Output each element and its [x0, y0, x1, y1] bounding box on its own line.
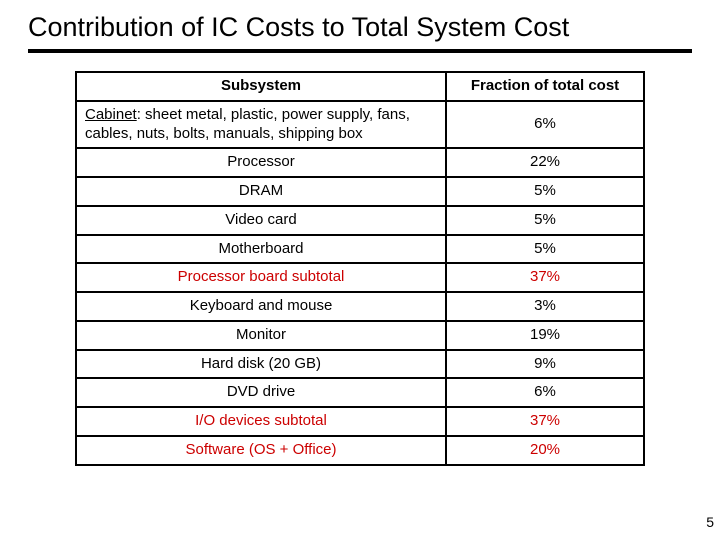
- header-fraction: Fraction of total cost: [446, 72, 644, 101]
- cell-fraction: 9%: [446, 350, 644, 379]
- cell-subsystem: I/O devices subtotal: [76, 407, 446, 436]
- cell-subsystem: Processor board subtotal: [76, 263, 446, 292]
- cell-subsystem: Hard disk (20 GB): [76, 350, 446, 379]
- table-header-row: Subsystem Fraction of total cost: [76, 72, 644, 101]
- cell-subsystem: Motherboard: [76, 235, 446, 264]
- page-number: 5: [706, 514, 714, 530]
- table-row: I/O devices subtotal 37%: [76, 407, 644, 436]
- cell-fraction: 37%: [446, 407, 644, 436]
- cell-fraction: 19%: [446, 321, 644, 350]
- slide-title: Contribution of IC Costs to Total System…: [28, 12, 692, 43]
- cell-subsystem: Software (OS + Office): [76, 436, 446, 465]
- cell-subsystem: Processor: [76, 148, 446, 177]
- table-row: Software (OS + Office) 20%: [76, 436, 644, 465]
- table-row: DRAM 5%: [76, 177, 644, 206]
- table-row: Processor board subtotal 37%: [76, 263, 644, 292]
- header-subsystem: Subsystem: [76, 72, 446, 101]
- cell-fraction: 6%: [446, 101, 644, 149]
- cell-subsystem: Video card: [76, 206, 446, 235]
- cabinet-underlined: Cabinet: [85, 106, 137, 123]
- cell-fraction: 6%: [446, 378, 644, 407]
- cell-fraction: 5%: [446, 235, 644, 264]
- cell-fraction: 5%: [446, 206, 644, 235]
- table-row: Cabinet: sheet metal, plastic, power sup…: [76, 101, 644, 149]
- cell-fraction: 20%: [446, 436, 644, 465]
- table-row: Hard disk (20 GB) 9%: [76, 350, 644, 379]
- table-row: Processor 22%: [76, 148, 644, 177]
- cell-fraction: 3%: [446, 292, 644, 321]
- cost-table: Subsystem Fraction of total cost Cabinet…: [75, 71, 645, 466]
- cell-subsystem: Keyboard and mouse: [76, 292, 446, 321]
- table-row: DVD drive 6%: [76, 378, 644, 407]
- cell-fraction: 37%: [446, 263, 644, 292]
- cell-subsystem: Cabinet: sheet metal, plastic, power sup…: [76, 101, 446, 149]
- table-row: Keyboard and mouse 3%: [76, 292, 644, 321]
- cell-subsystem: DRAM: [76, 177, 446, 206]
- cell-fraction: 22%: [446, 148, 644, 177]
- table-row: Video card 5%: [76, 206, 644, 235]
- cell-fraction: 5%: [446, 177, 644, 206]
- cell-subsystem: Monitor: [76, 321, 446, 350]
- table-row: Monitor 19%: [76, 321, 644, 350]
- title-rule: [28, 49, 692, 53]
- table-row: Motherboard 5%: [76, 235, 644, 264]
- cell-subsystem: DVD drive: [76, 378, 446, 407]
